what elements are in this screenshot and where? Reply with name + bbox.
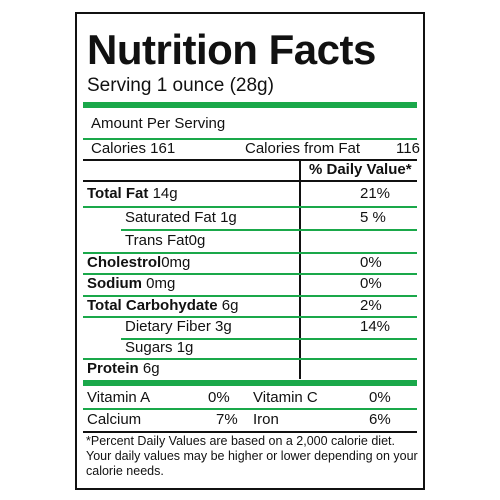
vitamin-name: Vitamin C [253, 389, 318, 406]
nutrient-amount: 1g [220, 209, 237, 226]
calories-from-fat-label: Calories from Fat [245, 140, 361, 157]
amount-per-serving: Amount Per Serving [91, 115, 226, 132]
vitamin-value: 0% [369, 389, 391, 406]
nutrient-row: Sugars 1g [125, 339, 193, 357]
nutrient-name: Protein [87, 360, 139, 377]
nutrient-name: Total Fat [87, 185, 149, 202]
nutrient-name: Saturated Fat [125, 209, 216, 226]
nutrient-name: Sugars [125, 339, 173, 356]
nutrient-row: Total Carbohydate 6g [87, 297, 238, 315]
nutrient-name: Trans Fat [125, 232, 189, 249]
calories-from-fat-value: 116 [396, 140, 420, 157]
divider [121, 338, 417, 340]
nutrient-amount: 0g [188, 232, 206, 249]
nutrient-dv: 2% [360, 297, 382, 314]
nutrient-amount: 14g [152, 185, 178, 202]
nutrient-name: Total Carbohydate [87, 297, 218, 314]
nutrient-amount: 1g [176, 339, 194, 356]
vitamin-value: 7% [216, 411, 238, 428]
divider [83, 138, 417, 140]
divider [83, 358, 417, 360]
nutrient-row: Saturated Fat 1g [125, 209, 237, 227]
divider [83, 252, 417, 254]
nutrient-amount: 3g [215, 318, 232, 335]
thick-divider [83, 380, 417, 386]
divider [83, 159, 417, 161]
divider [121, 229, 417, 231]
divider [83, 206, 417, 208]
nutrient-amount: 0mg [161, 254, 191, 271]
thick-divider [83, 102, 417, 108]
nutrient-row: Total Fat 14g [87, 185, 178, 203]
nutrient-name: Sodium [87, 275, 142, 292]
nutrient-amount: 6g [221, 297, 239, 314]
vitamin-value: 0% [208, 389, 230, 406]
vitamin-name: Vitamin A [87, 389, 151, 406]
nutrient-dv: 0% [360, 275, 382, 292]
serving-size: Serving 1 ounce (28g) [87, 75, 274, 96]
nutrient-amount: 6g [142, 360, 160, 377]
nutrient-name: Dietary Fiber [125, 318, 211, 335]
nutrient-row: Protein 6g [87, 360, 160, 378]
nutrient-row: Sodium 0mg [87, 275, 175, 293]
nutrient-row: Dietary Fiber 3g [125, 318, 232, 336]
column-divider [299, 159, 301, 379]
nutrient-row: Trans Fat0g [125, 232, 205, 250]
nutrient-row: Cholestrol0mg [87, 254, 190, 272]
nutrient-amount: 0mg [146, 275, 176, 292]
vitamin-name: Iron [253, 411, 279, 428]
divider [83, 273, 417, 275]
nutrient-dv: 5 % [360, 209, 386, 226]
label-title: Nutrition Facts [87, 26, 376, 73]
nutrient-dv: 14% [360, 318, 391, 335]
nutrient-dv: 21% [360, 185, 391, 202]
divider [83, 180, 417, 182]
divider [83, 431, 417, 433]
daily-value-header: % Daily Value* [309, 161, 412, 178]
footnote: *Percent Daily Values are based on a 2,0… [86, 434, 418, 478]
vitamin-value: 6% [369, 411, 391, 428]
nutrition-facts-label: Nutrition Facts Serving 1 ounce (28g) Am… [75, 12, 425, 490]
divider [83, 295, 417, 297]
divider [83, 408, 417, 410]
nutrient-dv: 0% [360, 254, 382, 271]
divider [83, 316, 417, 318]
vitamin-name: Calcium [87, 411, 142, 428]
calories: Calories 161 [91, 140, 176, 157]
nutrient-name: Cholestrol [87, 254, 162, 271]
